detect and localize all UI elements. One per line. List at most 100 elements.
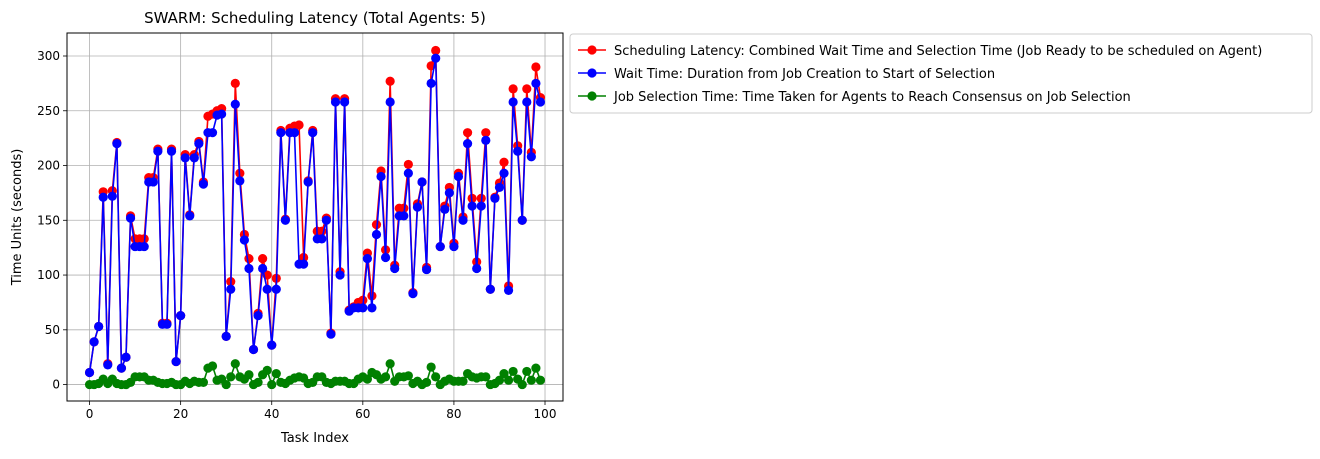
data-point [362, 254, 372, 264]
data-point [503, 375, 514, 385]
data-point [226, 372, 236, 382]
data-point [385, 359, 395, 369]
legend-item: Scheduling Latency: Combined Wait Time a… [578, 44, 1262, 59]
data-point [121, 352, 131, 362]
data-point [508, 84, 518, 94]
data-point [271, 284, 281, 294]
data-point [444, 188, 454, 198]
data-point [526, 152, 536, 162]
data-point [458, 376, 468, 386]
x-tick-label: 60 [355, 407, 370, 421]
data-point [435, 241, 445, 252]
data-point [513, 146, 523, 156]
data-point [189, 153, 199, 163]
data-point [289, 128, 300, 138]
ticks: 0 20 40 60 80 100 0 50 100 150 200 250 300 [37, 49, 556, 421]
series-3 [84, 359, 546, 390]
data-point [148, 177, 158, 187]
data-point [176, 310, 186, 321]
data-point [280, 215, 290, 225]
data-point [207, 128, 218, 138]
data-point [230, 99, 240, 109]
series-layer [84, 45, 546, 390]
legend-label: Scheduling Latency: Combined Wait Time a… [614, 44, 1262, 59]
data-point [462, 128, 473, 138]
legend-item: Wait Time: Duration from Job Creation to… [578, 67, 995, 82]
legend-marker [587, 45, 597, 55]
data-point [371, 229, 382, 240]
data-point [399, 203, 409, 213]
data-point [485, 284, 495, 294]
x-tick-label: 20 [173, 407, 188, 421]
data-point [230, 78, 240, 88]
data-point [453, 171, 464, 182]
data-point [426, 362, 436, 372]
data-point [499, 168, 509, 178]
plot-frame [66, 32, 564, 402]
data-point [116, 363, 127, 373]
data-point [508, 97, 518, 107]
data-point [522, 84, 532, 94]
data-point [262, 365, 272, 375]
data-point [535, 97, 546, 107]
data-point [230, 359, 240, 369]
legend-item: Job Selection Time: Time Taken for Agent… [578, 90, 1131, 105]
data-point [531, 62, 541, 72]
data-point [258, 263, 268, 274]
data-point [403, 159, 413, 170]
data-point [276, 128, 286, 138]
data-point [258, 254, 268, 264]
y-tick-label: 0 [52, 378, 60, 392]
data-point [84, 367, 95, 378]
data-point [531, 78, 541, 88]
data-point [112, 139, 122, 149]
data-point [217, 109, 227, 119]
data-point [207, 361, 218, 371]
data-point [89, 337, 99, 347]
data-point [499, 369, 509, 379]
x-axis-label: Task Index [280, 431, 349, 446]
data-point [412, 202, 423, 212]
data-point [244, 263, 254, 274]
data-point [235, 176, 245, 186]
x-tick-label: 100 [534, 407, 557, 421]
data-point [472, 263, 482, 274]
data-point [449, 241, 459, 252]
data-point [431, 372, 441, 382]
data-point [98, 192, 108, 202]
data-point [426, 78, 436, 88]
x-tick-label: 0 [86, 407, 94, 421]
data-point [390, 263, 400, 274]
y-tick-label: 300 [37, 49, 60, 63]
data-point [376, 171, 386, 182]
data-point [139, 241, 149, 252]
data-point [94, 321, 104, 332]
data-point [503, 285, 514, 295]
data-point [431, 45, 441, 56]
data-point [271, 369, 281, 379]
data-point [239, 235, 250, 245]
data-point [494, 182, 505, 193]
data-point [226, 284, 236, 294]
data-point [403, 371, 413, 381]
data-point [403, 168, 413, 178]
legend: Scheduling Latency: Combined Wait Time a… [569, 33, 1313, 114]
data-point [303, 177, 313, 187]
data-point [535, 375, 546, 385]
data-point [107, 191, 117, 201]
data-point [267, 340, 277, 350]
data-point [299, 259, 309, 269]
data-point [367, 303, 377, 313]
data-point [458, 215, 468, 225]
data-point [385, 97, 395, 107]
data-point [517, 215, 527, 225]
data-point [103, 360, 113, 370]
x-tick-label: 40 [264, 407, 279, 421]
data-point [476, 201, 486, 211]
data-point [248, 344, 259, 355]
chart-title: SWARM: Scheduling Latency (Total Agents:… [144, 9, 486, 27]
data-point [531, 363, 541, 373]
legend-label: Job Selection Time: Time Taken for Agent… [613, 90, 1131, 105]
data-point [221, 379, 231, 390]
data-point [340, 97, 350, 107]
